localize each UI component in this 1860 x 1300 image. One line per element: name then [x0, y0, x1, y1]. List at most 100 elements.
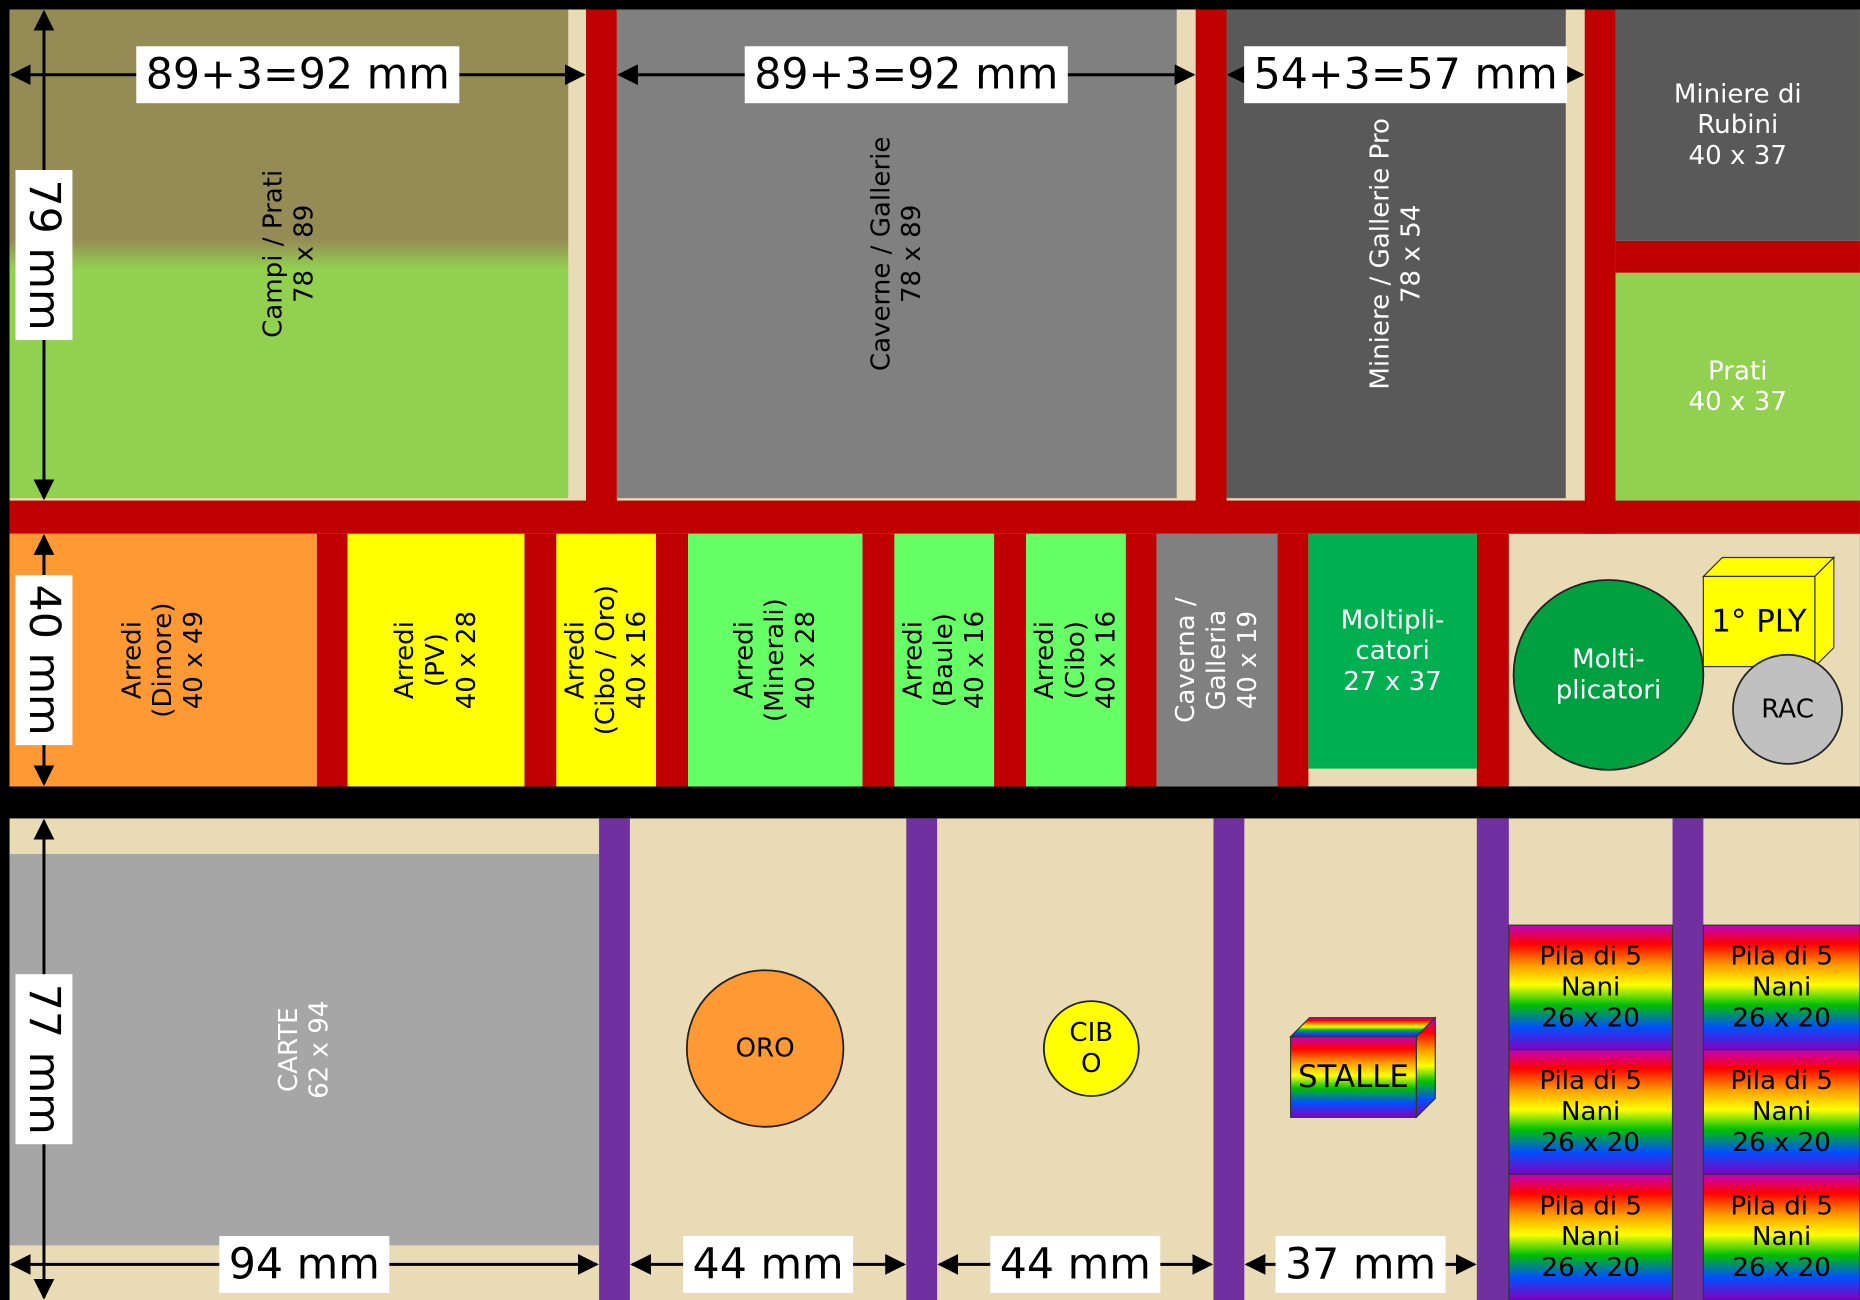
compartment-label: (Dimore) — [148, 602, 178, 717]
compartment-label: (Cibo) — [1061, 621, 1091, 699]
label-group: Arredi (Cibo / Oro) 40 x 16 — [560, 585, 652, 735]
label-group: 1° PLY — [1711, 604, 1806, 640]
dimension-label: 89+3=92 mm — [744, 46, 1068, 104]
compartment-label: (PV) — [421, 633, 451, 687]
label-group: Caverna / Galleria 40 x 19 — [1171, 597, 1263, 723]
compartments: Campi / Prati 78 x 89 Caverne / Gallerie 78… — [9, 9, 1860, 1300]
label-group: Molti-plicatori — [1556, 644, 1662, 705]
dimension-text: 44 mm — [1000, 1239, 1151, 1289]
dimension-text: 40 mm — [19, 585, 69, 736]
label-group: ORO — [736, 1034, 795, 1064]
compartment-label: 26 x 20 — [1541, 1253, 1639, 1283]
dimension-label-bg — [1275, 1235, 1446, 1293]
dimension-text: 37 mm — [1285, 1239, 1436, 1289]
compartment-label: 40 x 28 — [791, 611, 821, 709]
dimension-label-bg — [744, 46, 1068, 104]
token-well — [1512, 579, 1705, 771]
compartment-label: Miniere / Gallerie Pro — [1366, 118, 1396, 390]
label-group: CARTE 62 x 94 — [274, 1001, 335, 1099]
compartment-label: 26 x 20 — [1541, 1003, 1639, 1033]
dimension-label-bg — [136, 46, 460, 104]
compartment-box — [1615, 9, 1860, 241]
dimension-text: 89+3=92 mm — [754, 50, 1058, 100]
compartment-label: Molti- — [1572, 644, 1645, 674]
compartment-label: Arredi — [117, 621, 147, 699]
compartment-label: 27 x 37 — [1343, 667, 1441, 697]
compartment-label: 1° PLY — [1711, 604, 1806, 640]
compartment: Arredi (Cibo) 40 x 16 — [1026, 533, 1126, 787]
compartment-label: Caverne / Gallerie — [866, 137, 896, 372]
compartment-label: 40 x 28 — [452, 611, 482, 709]
box-edge — [1508, 1173, 1674, 1300]
dimension-text: 54+3=57 mm — [1254, 50, 1558, 100]
compartment-box — [1508, 1174, 1673, 1300]
compartment-label: 62 x 94 — [305, 1001, 335, 1099]
compartment-label: (Baule) — [929, 613, 959, 707]
cube-top — [1701, 556, 1836, 578]
compartment-label: (Cibo / Oro) — [591, 585, 621, 735]
cube-side — [1814, 556, 1835, 669]
token-well — [685, 969, 845, 1128]
compartment-label: RAC — [1761, 694, 1814, 724]
compartment-label: Arredi — [898, 621, 928, 699]
compartment-label: Pila di 5 — [1539, 1066, 1642, 1096]
compartment-label: 40 x 16 — [960, 611, 990, 709]
compartment-box — [1508, 925, 1673, 1050]
compartment-box — [9, 854, 600, 1246]
dimension-label-bg — [990, 1235, 1161, 1293]
compartment: Arredi (Baule) 40 x 16 — [894, 533, 995, 787]
compartment-label: Pila di 5 — [1539, 942, 1642, 972]
dimension-label: 54+3=57 mm — [1244, 46, 1568, 104]
dimensions: 89+3=92 mm 89+3=92 mm 54+3=57 mm 79 mm 40 mm… — [9, 9, 1585, 1300]
dimension-label: 44 mm — [683, 1235, 854, 1293]
compartment-label: 40 x 49 — [179, 611, 209, 709]
compartment-label: plicatori — [1556, 675, 1662, 705]
compartment-label: 78 x 89 — [897, 205, 927, 303]
red-walls — [9, 9, 1860, 787]
compartment-label: Nani — [1752, 1222, 1811, 1252]
compartment-label: Nani — [1561, 1222, 1620, 1252]
dimension-label: 94 mm — [219, 1235, 390, 1293]
compartment-box — [894, 533, 995, 787]
dimension-label-bg — [15, 974, 73, 1145]
compartment-label: 40 x 37 — [1689, 387, 1787, 417]
compartment-box — [1026, 533, 1126, 787]
label-group: Arredi (Cibo) 40 x 16 — [1030, 611, 1122, 709]
compartment: ORO — [685, 969, 845, 1128]
compartment-label: Arredi — [729, 621, 759, 699]
dimension-text: 77 mm — [19, 984, 69, 1135]
compartment: Caverna / Galleria 40 x 19 — [1156, 533, 1278, 787]
compartment-label: 78 x 89 — [289, 205, 319, 303]
compartment-label: Caverna / — [1171, 597, 1201, 723]
compartment-label: Pila di 5 — [1730, 1066, 1833, 1096]
dimension-label-bg — [683, 1235, 854, 1293]
compartment-label: 26 x 20 — [1732, 1003, 1830, 1033]
dimension-label-bg — [15, 169, 73, 341]
compartment-label: O — [1081, 1049, 1102, 1079]
compartment: STALLE — [1289, 1016, 1437, 1119]
token-well — [1042, 1000, 1140, 1097]
dimension-label: 37 mm — [1275, 1235, 1446, 1293]
compartment-box — [556, 533, 657, 787]
compartment-label: 40 x 16 — [1092, 611, 1122, 709]
dimension-text: 94 mm — [229, 1239, 380, 1289]
compartment-label: CIB — [1069, 1018, 1113, 1048]
label-group: Caverne / Gallerie 78 x 89 — [866, 137, 927, 372]
dimension-text: 44 mm — [693, 1239, 844, 1289]
dimension-label: 44 mm — [990, 1235, 1161, 1293]
